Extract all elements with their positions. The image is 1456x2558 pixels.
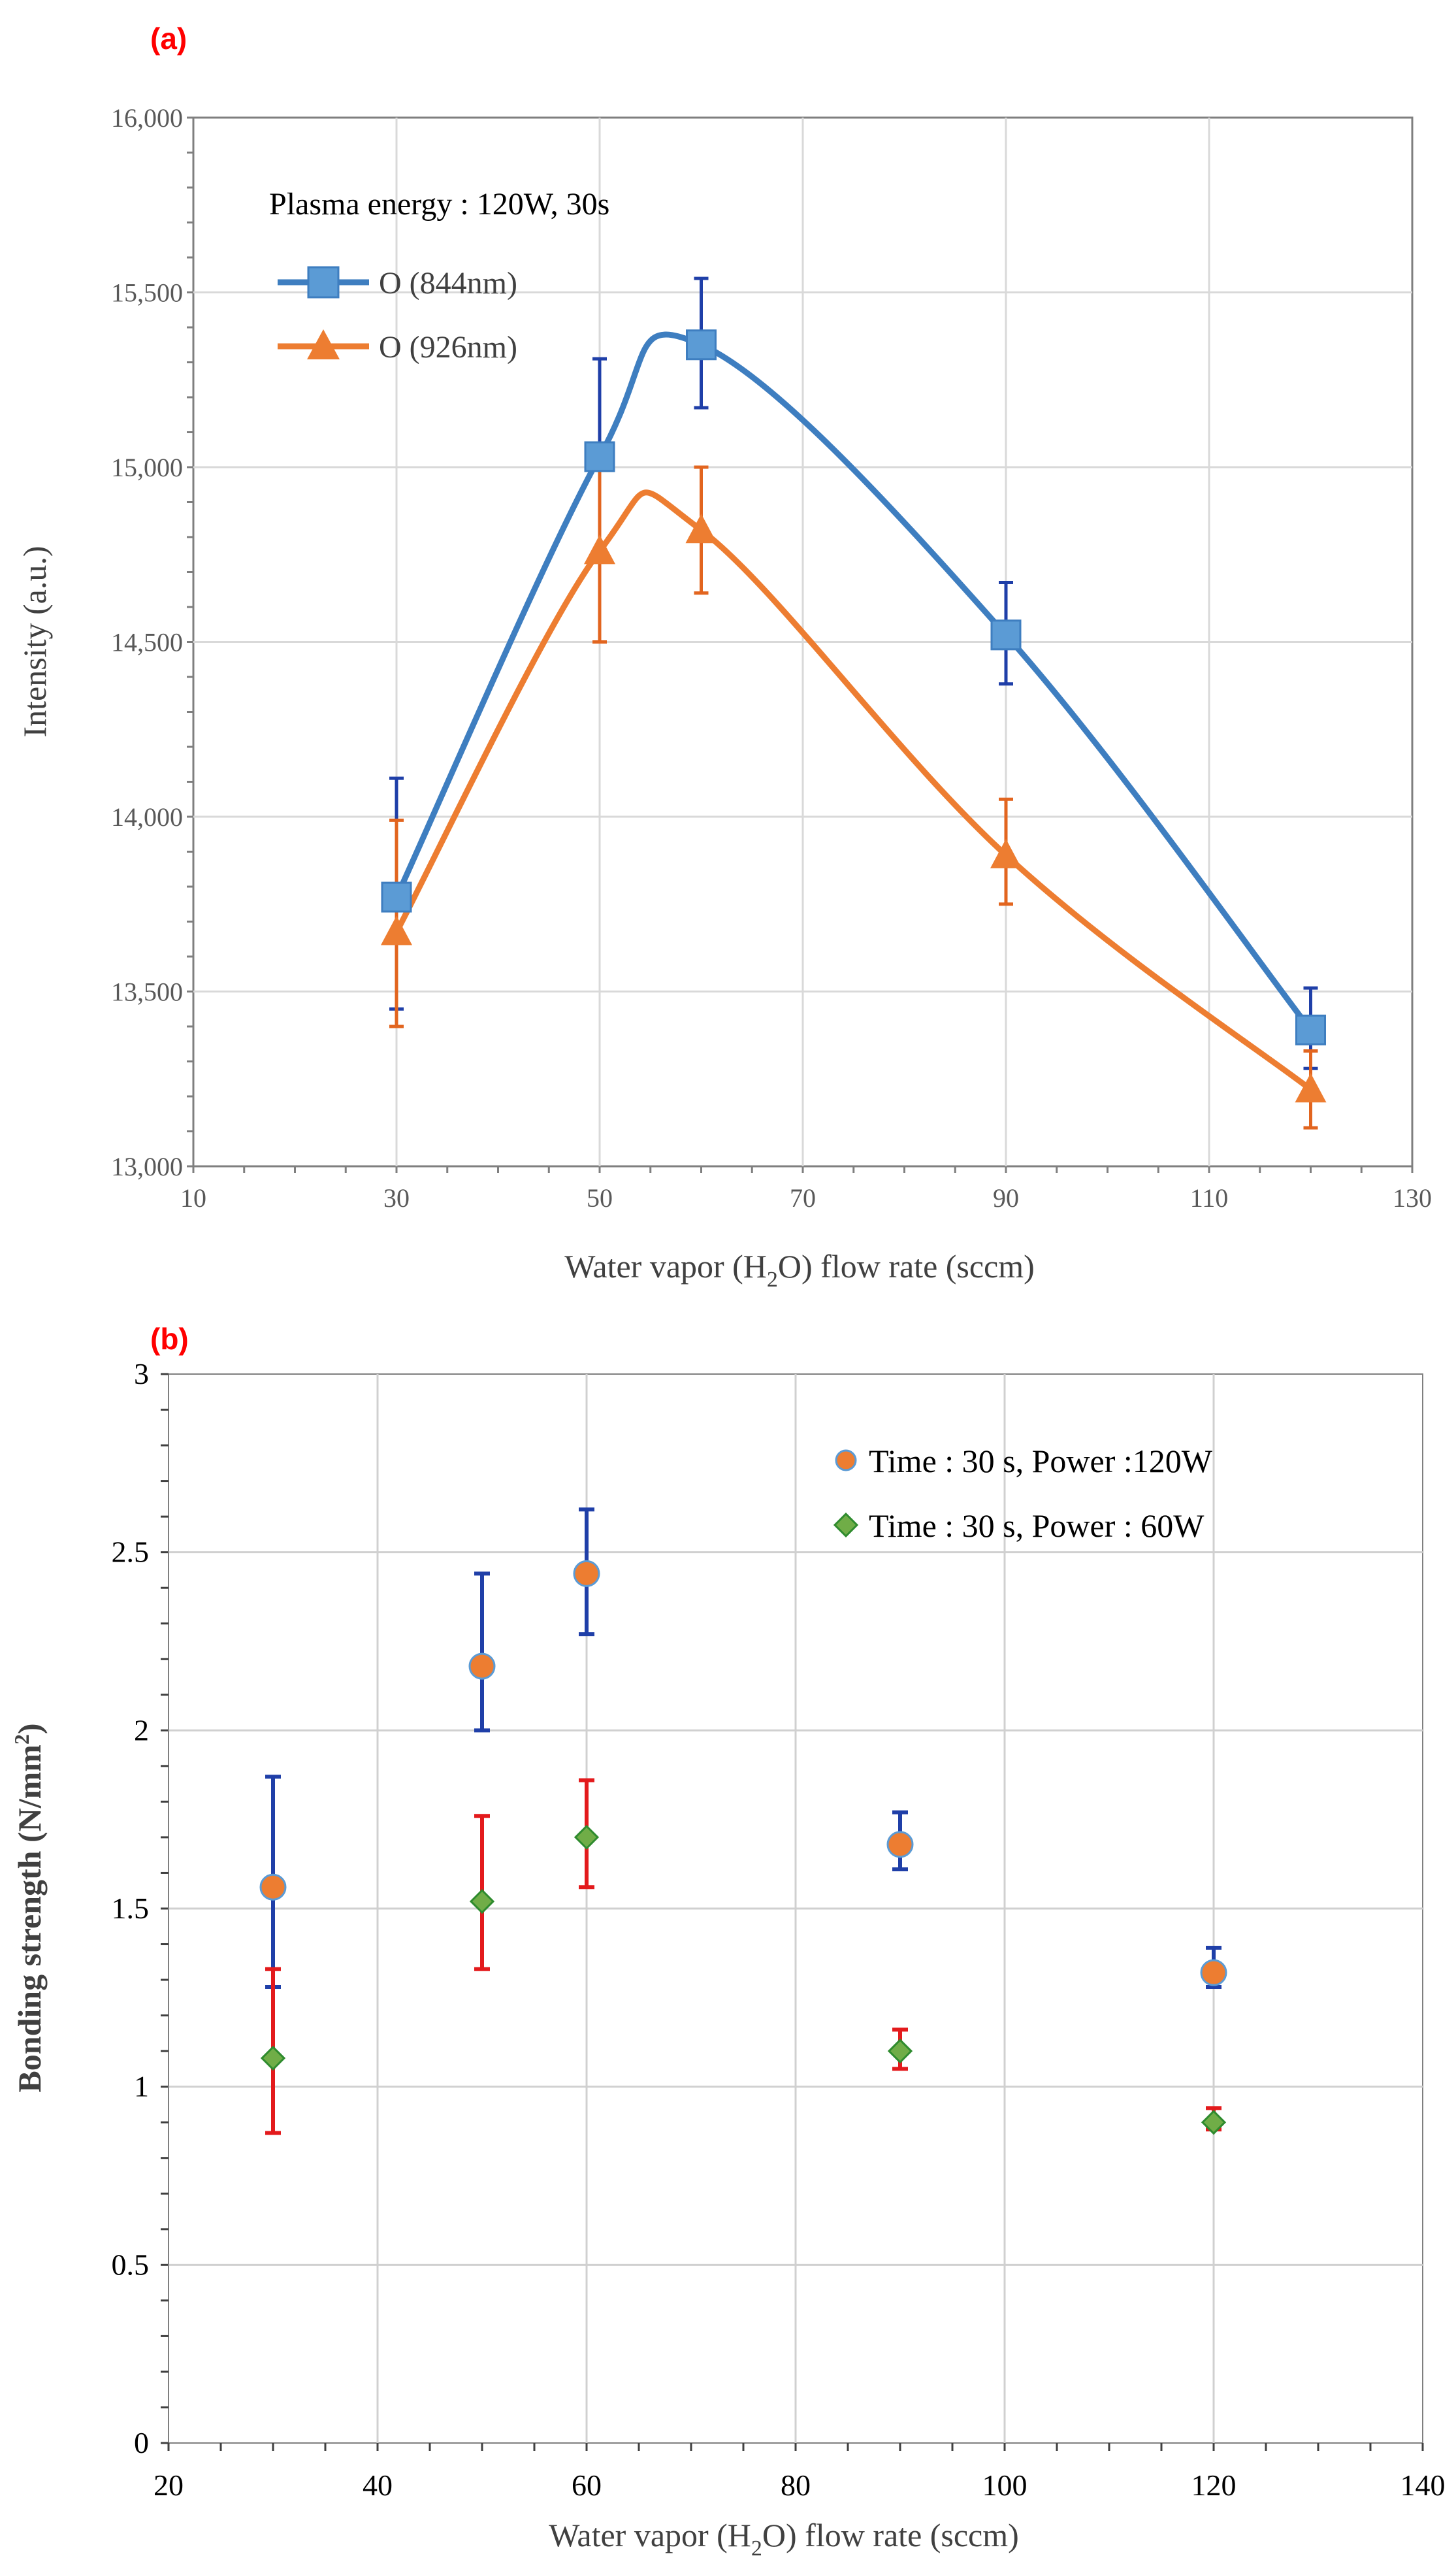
series-curves-a [393, 331, 1314, 1092]
x-axis-label-a: Water vapor (H2O) flow rate (sccm) [564, 1248, 1035, 1292]
x-tick-label-70: 70 [790, 1183, 816, 1213]
y-tick-label-0-5: 0.5 [112, 2248, 150, 2281]
x-tick-label-120: 120 [1191, 2468, 1237, 2502]
panel-label-a: (a) [150, 22, 187, 56]
marker-s1-120 [1295, 1073, 1327, 1103]
y-tick-label-13500: 13,500 [111, 977, 183, 1007]
series-line-1 [394, 489, 1313, 1092]
legend-marker-844 [307, 266, 340, 299]
axis-ticks-b: 0 0.5 1 1.5 2 2.5 3 20 40 60 80 100 120 140 [112, 1357, 1446, 2502]
y-tick-label-13000: 13,000 [111, 1152, 183, 1181]
marker-s1-60 [574, 1824, 600, 1850]
marker-s0-30 [381, 881, 412, 913]
marker-s0-50 [468, 1652, 496, 1680]
marker-s1-30 [381, 915, 412, 945]
markers-a [381, 329, 1327, 1103]
legend-label-120w: Time : 30 s, Power :120W [869, 1443, 1213, 1479]
x-tick-label-140: 140 [1400, 2468, 1446, 2502]
markers-b [259, 1560, 1227, 2135]
y-tick-label-2-5: 2.5 [112, 1535, 150, 1569]
x-tick-label-80: 80 [781, 2468, 811, 2502]
x-tick-label-10: 10 [180, 1183, 206, 1213]
legend-label-60w: Time : 30 s, Power : 60W [869, 1507, 1205, 1544]
y-tick-label-14000: 14,000 [111, 802, 183, 832]
marker-s0-50 [584, 441, 615, 472]
annotation-plasma-energy: Plasma energy : 120W, 30s [269, 187, 609, 221]
x-tick-label-50: 50 [587, 1183, 613, 1213]
y-tick-label-2: 2 [134, 1713, 149, 1746]
legend-label-844: O (844nm) [379, 266, 517, 301]
x-tick-label-110: 110 [1190, 1183, 1229, 1213]
chart-panel-a: (a) 13,000 13,500 14,000 14,500 15,000 15,500… [16, 22, 1432, 1292]
legend-marker-60w [833, 1512, 859, 1538]
y-axis-label-b: Bonding strength (N/mm2) [10, 1723, 48, 2092]
marker-s0-60 [573, 1560, 600, 1587]
panel-label-b: (b) [150, 1322, 189, 1356]
grid-b [169, 1374, 1423, 2443]
marker-s0-30 [259, 1873, 287, 1901]
y-tick-label-1: 1 [134, 2070, 149, 2103]
axis-ticks-a: 13,000 13,500 14,000 14,500 15,000 15,500 16,0… [111, 103, 1432, 1213]
marker-s0-90 [886, 1831, 914, 1858]
marker-s0-90 [990, 619, 1022, 651]
y-tick-label-16000: 16,000 [111, 103, 183, 133]
x-tick-label-100: 100 [982, 2468, 1027, 2502]
legend-marker-926 [307, 329, 340, 359]
marker-s1-90 [990, 838, 1022, 868]
legend-a: Plasma energy : 120W, 30s O (844nm) O (9… [269, 187, 609, 365]
marker-s1-50 [469, 1888, 495, 1914]
x-tick-label-90: 90 [993, 1183, 1019, 1213]
y-tick-label-15000: 15,000 [111, 453, 183, 482]
legend-label-926: O (926nm) [379, 330, 517, 365]
y-axis-label-a: Intensity (a.u.) [16, 546, 53, 738]
y-tick-label-15500: 15,500 [111, 278, 183, 308]
marker-s1-50 [584, 534, 615, 565]
x-axis-label-b: Water vapor (H2O) flow rate (sccm) [549, 2517, 1019, 2558]
legend-b: Time : 30 s, Power :120W Time : 30 s, Po… [833, 1443, 1213, 1544]
x-tick-label-30: 30 [383, 1183, 410, 1213]
marker-s1-90 [887, 2039, 913, 2064]
x-tick-label-60: 60 [572, 2468, 602, 2502]
y-tick-label-3: 3 [134, 1357, 149, 1390]
marker-s0-60 [686, 329, 717, 361]
chart-panel-b: (b) 0 0.5 1 1.5 2 2.5 3 20 40 60 80 100 120 140 Water… [10, 1322, 1446, 2558]
y-tick-label-0: 0 [134, 2426, 149, 2459]
y-tick-label-1-5: 1.5 [112, 1892, 150, 1925]
series-line-0 [393, 331, 1314, 1032]
x-tick-label-20: 20 [154, 2468, 184, 2502]
x-tick-label-40: 40 [363, 2468, 393, 2502]
marker-s0-120 [1200, 1959, 1227, 1986]
marker-s0-120 [1295, 1014, 1326, 1045]
legend-marker-120w [835, 1449, 857, 1471]
marker-s1-60 [685, 514, 717, 544]
marker-s1-30 [260, 2045, 286, 2071]
x-tick-label-130: 130 [1393, 1183, 1432, 1213]
y-tick-label-14500: 14,500 [111, 628, 183, 657]
marker-s1-120 [1201, 2110, 1227, 2135]
